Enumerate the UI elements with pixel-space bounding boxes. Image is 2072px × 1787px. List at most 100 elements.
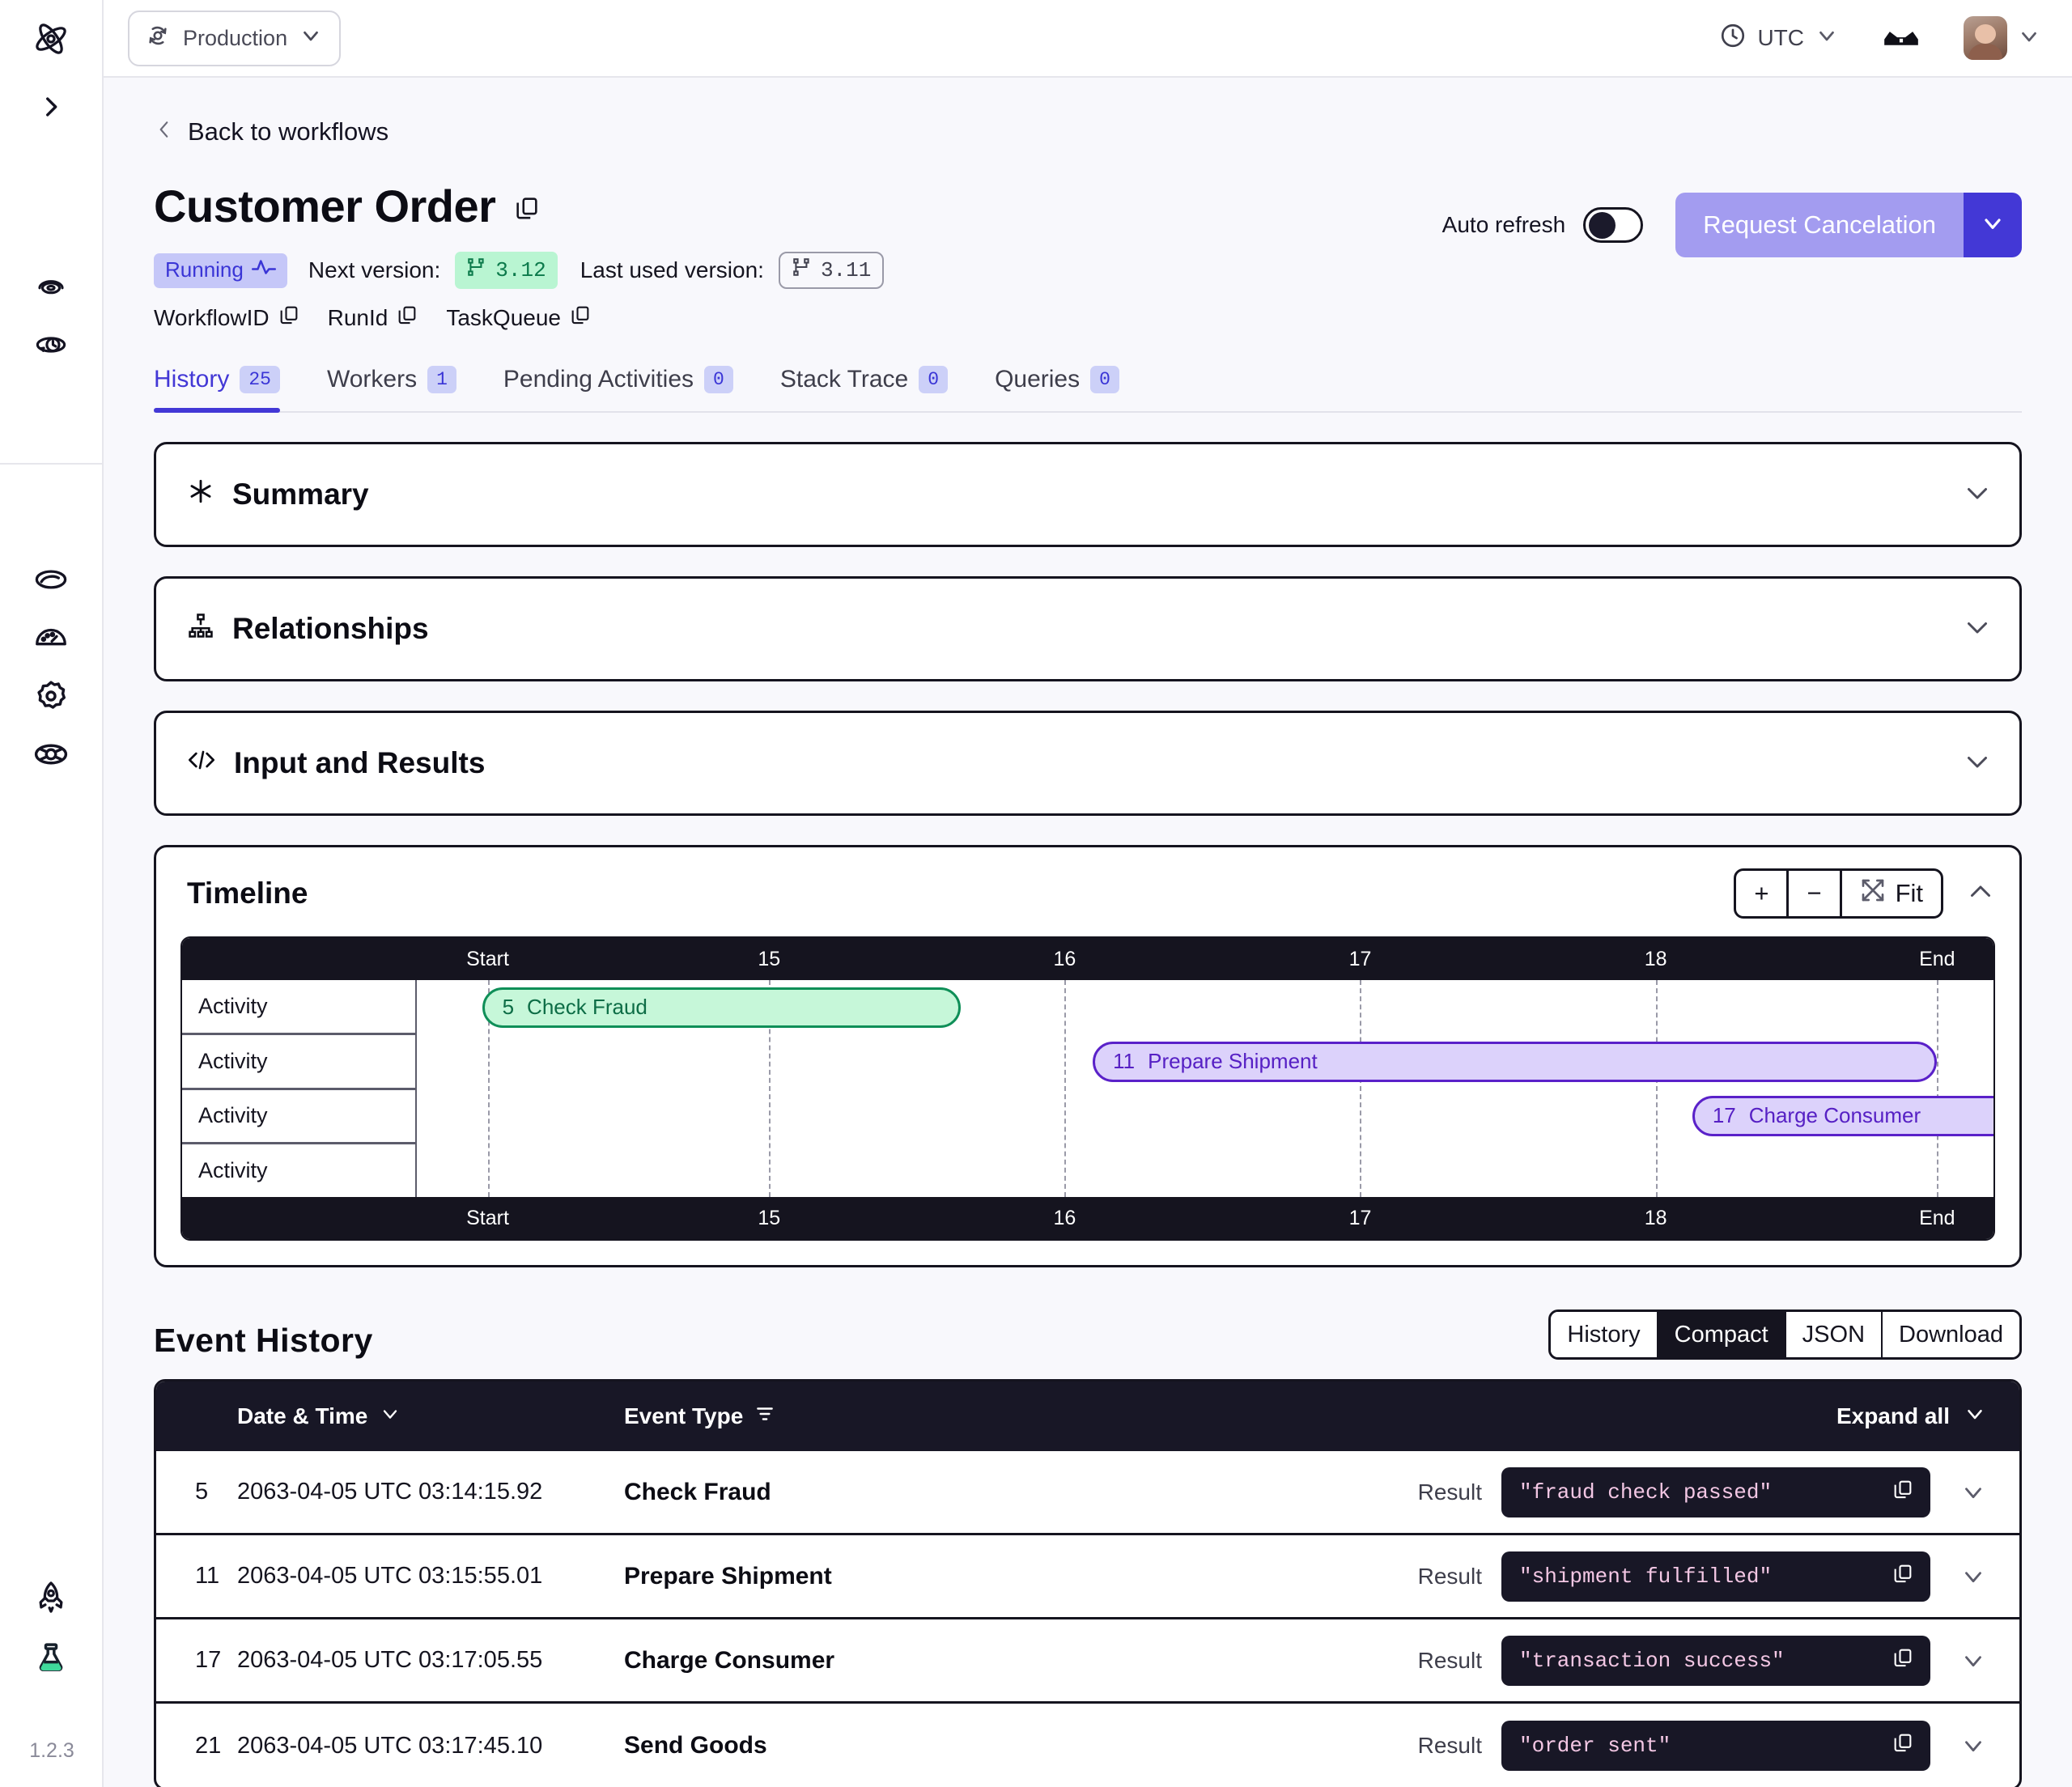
table-row[interactable]: 21 2063-04-05 UTC 03:17:45.10 Send Goods… — [156, 1704, 2019, 1787]
timeline-bar[interactable]: 5 Check Fraud — [482, 987, 961, 1028]
org-chart-icon — [187, 612, 214, 647]
zoom-out-button[interactable]: − — [1789, 871, 1842, 916]
timeline-bar[interactable]: 17 Charge Consumer — [1692, 1095, 1993, 1136]
namespaces-icon[interactable] — [0, 257, 103, 316]
task-queue-label: TaskQueue — [446, 304, 561, 330]
avatar — [1964, 16, 2007, 60]
expand-sidebar-icon[interactable] — [0, 78, 103, 136]
next-version-chip[interactable]: 3.12 — [455, 252, 558, 289]
accordion-relationships[interactable]: Relationships — [154, 576, 2022, 681]
timezone-selector[interactable]: UTC — [1719, 22, 1839, 55]
back-to-workflows-link[interactable]: Back to workflows — [154, 117, 2022, 147]
sync-arrows-icon — [144, 22, 172, 55]
timeline-axis-tick: 17 — [1348, 1206, 1372, 1229]
zoom-in-button[interactable]: + — [1736, 871, 1790, 916]
request-cancelation-button[interactable]: Request Cancelation — [1675, 193, 1964, 257]
rocket-icon[interactable] — [0, 1568, 103, 1627]
tab-label: Pending Activities — [503, 366, 694, 393]
tab-queries[interactable]: Queries 0 — [995, 366, 1119, 411]
event-history-table: Date & Time Event Type Expand all — [154, 1379, 2022, 1787]
view-mode-compact[interactable]: Compact — [1658, 1312, 1786, 1357]
event-history-view-modes: History Compact JSON Download — [1548, 1309, 2022, 1360]
event-id: 5 — [195, 1479, 209, 1505]
table-header-row: Date & Time Event Type Expand all — [156, 1382, 2019, 1451]
last-version-chip[interactable]: 3.11 — [778, 252, 885, 289]
tab-count: 0 — [704, 366, 733, 393]
timeline-bar-label: Charge Consumer — [1748, 1103, 1921, 1127]
tab-stack-trace[interactable]: Stack Trace 0 — [780, 366, 949, 411]
usage-gauge-icon[interactable] — [0, 609, 103, 667]
timeline-lanes: 5 Check Fraud 11 Prepare Shipment 17 Charge C… — [417, 980, 1993, 1197]
settings-gear-icon[interactable] — [0, 667, 103, 725]
expand-row-icon[interactable] — [1930, 1563, 1987, 1590]
expand-row-icon[interactable] — [1930, 1479, 1987, 1506]
copy-workflow-name-icon[interactable] — [513, 180, 541, 232]
copy-icon — [569, 303, 592, 332]
table-row[interactable]: 17 2063-04-05 UTC 03:17:05.55 Charge Con… — [156, 1619, 2019, 1704]
run-id-copy[interactable]: RunId — [328, 303, 419, 332]
timeline-bar-label: Prepare Shipment — [1148, 1049, 1318, 1073]
view-mode-download[interactable]: Download — [1883, 1312, 2019, 1357]
copy-icon[interactable] — [1892, 1562, 1914, 1591]
expand-all-button[interactable]: Expand all — [1836, 1402, 1987, 1432]
tab-history[interactable]: History 25 — [154, 366, 280, 413]
accordion-label: Summary — [232, 478, 369, 511]
clock-icon — [1719, 22, 1747, 55]
timeline-row-labels: Activity Activity Activity Activity — [182, 980, 417, 1197]
column-header-date-time[interactable]: Date & Time — [237, 1403, 624, 1431]
tab-pending-activities[interactable]: Pending Activities 0 — [503, 366, 733, 411]
timeline-bar-id: 17 — [1712, 1103, 1736, 1127]
view-mode-history[interactable]: History — [1551, 1312, 1658, 1357]
last-version-label: Last used version: — [580, 257, 764, 282]
timeline-bar[interactable]: 11 Prepare Shipment — [1093, 1041, 1938, 1082]
glasses-icon[interactable] — [1881, 18, 1921, 58]
result-label: Result — [1417, 1733, 1482, 1758]
event-type: Send Goods — [624, 1732, 767, 1759]
timeline-gridline — [1937, 980, 1939, 1197]
timeline-row-label: Activity — [182, 1035, 415, 1090]
table-row[interactable]: 5 2063-04-05 UTC 03:14:15.92 Check Fraud… — [156, 1451, 2019, 1535]
result-value: "order sent" — [1519, 1734, 1671, 1758]
event-datetime: 2063-04-05 UTC 03:17:45.10 — [237, 1732, 543, 1759]
lab-flask-icon[interactable] — [0, 1627, 103, 1690]
accordion-input-and-results[interactable]: Input and Results — [154, 711, 2022, 816]
expand-all-label: Expand all — [1836, 1403, 1950, 1428]
timeline-axis-tick: End — [1919, 1206, 1955, 1229]
column-header-event-type[interactable]: Event Type — [624, 1403, 1836, 1430]
main-content: Back to workflows Customer Order Running — [104, 78, 2072, 1787]
view-mode-json[interactable]: JSON — [1785, 1312, 1883, 1357]
expand-row-icon[interactable] — [1930, 1647, 1987, 1675]
copy-icon[interactable] — [1892, 1478, 1914, 1507]
table-row[interactable]: 11 2063-04-05 UTC 03:15:55.01 Prepare Sh… — [156, 1535, 2019, 1619]
timeline-axis-tick: 16 — [1053, 1206, 1076, 1229]
expand-row-icon[interactable] — [1930, 1732, 1987, 1759]
accordion-summary[interactable]: Summary — [154, 442, 2022, 547]
auto-refresh-toggle[interactable] — [1583, 207, 1644, 243]
environment-switcher[interactable]: Production — [128, 10, 342, 66]
result-label: Result — [1417, 1563, 1482, 1589]
collapse-timeline-icon[interactable] — [1966, 877, 1995, 910]
tab-workers[interactable]: Workers 1 — [327, 366, 456, 411]
temporal-logo-icon[interactable] — [0, 0, 103, 78]
copy-icon[interactable] — [1892, 1731, 1914, 1760]
workflow-id-copy[interactable]: WorkflowID — [154, 303, 300, 332]
timeline-row-label: Activity — [182, 1090, 415, 1145]
status-badge: Running — [154, 253, 287, 288]
result-label: Result — [1417, 1647, 1482, 1673]
copy-icon[interactable] — [1892, 1646, 1914, 1675]
timeline-axis-tick: Start — [466, 1206, 509, 1229]
column-label: Event Type — [624, 1403, 744, 1428]
timeline-gridline — [1655, 980, 1658, 1197]
timeline-bar-id: 5 — [502, 995, 515, 1019]
fit-button[interactable]: Fit — [1842, 871, 1941, 916]
timeline-axis-tick: 17 — [1348, 947, 1372, 970]
cloud-icon[interactable] — [0, 550, 103, 609]
task-queue-copy[interactable]: TaskQueue — [446, 303, 592, 332]
support-lifebuoy-icon[interactable] — [0, 725, 103, 783]
user-menu[interactable] — [1964, 16, 2041, 60]
chevron-down-icon — [299, 23, 323, 53]
schedules-icon[interactable] — [0, 316, 103, 374]
timeline-axis-tick: 15 — [758, 947, 781, 970]
timeline-bar-label: Check Fraud — [527, 995, 648, 1019]
request-cancelation-dropdown[interactable] — [1964, 193, 2022, 257]
